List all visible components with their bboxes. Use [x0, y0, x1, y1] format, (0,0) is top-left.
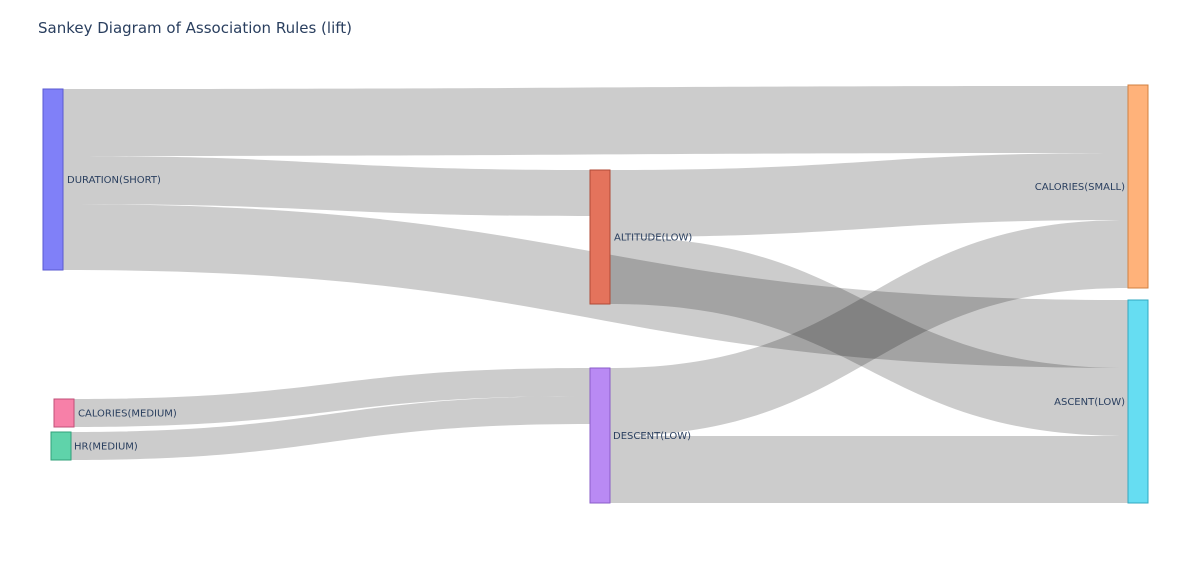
node-label-calories-medium: CALORIES(MEDIUM)	[78, 409, 177, 420]
link-descent_low-to-ascent_low[interactable]	[610, 436, 1128, 503]
node-calories-small[interactable]	[1127, 84, 1149, 289]
node-descent-low[interactable]	[589, 367, 611, 504]
link-duration_short-to-calories_small[interactable]	[63, 86, 1128, 156]
node-ascent-low[interactable]	[1127, 299, 1149, 504]
links-group	[63, 86, 1128, 503]
link-altitude_low-to-calories_small[interactable]	[610, 153, 1128, 237]
node-label-altitude-low: ALTITUDE(LOW)	[614, 233, 692, 244]
diagram-title: Sankey Diagram of Association Rules (lif…	[38, 19, 352, 37]
link-duration_short-to-altitude_low[interactable]	[63, 156, 590, 216]
node-hr-medium[interactable]	[50, 431, 72, 461]
node-label-hr-medium: HR(MEDIUM)	[74, 442, 138, 453]
node-label-descent-low: DESCENT(LOW)	[613, 431, 691, 442]
node-label-ascent-low: ASCENT(LOW)	[1054, 397, 1125, 408]
node-label-calories-small: CALORIES(SMALL)	[1035, 182, 1125, 193]
link-hr_medium-to-descent_low[interactable]	[71, 396, 590, 460]
link-altitude_low-to-ascent_low[interactable]	[610, 237, 1128, 436]
link-descent_low-to-calories_small[interactable]	[610, 220, 1128, 436]
nodes-group	[42, 84, 1149, 504]
node-duration-short[interactable]	[42, 88, 64, 271]
node-altitude-low[interactable]	[589, 169, 611, 305]
link-calories_medium-to-descent_low[interactable]	[74, 368, 590, 427]
labels-group: DURATION(SHORT) CALORIES(MEDIUM) HR(MEDIUM…	[67, 175, 1125, 453]
node-calories-medium[interactable]	[53, 398, 75, 428]
node-label-duration-short: DURATION(SHORT)	[67, 175, 161, 186]
